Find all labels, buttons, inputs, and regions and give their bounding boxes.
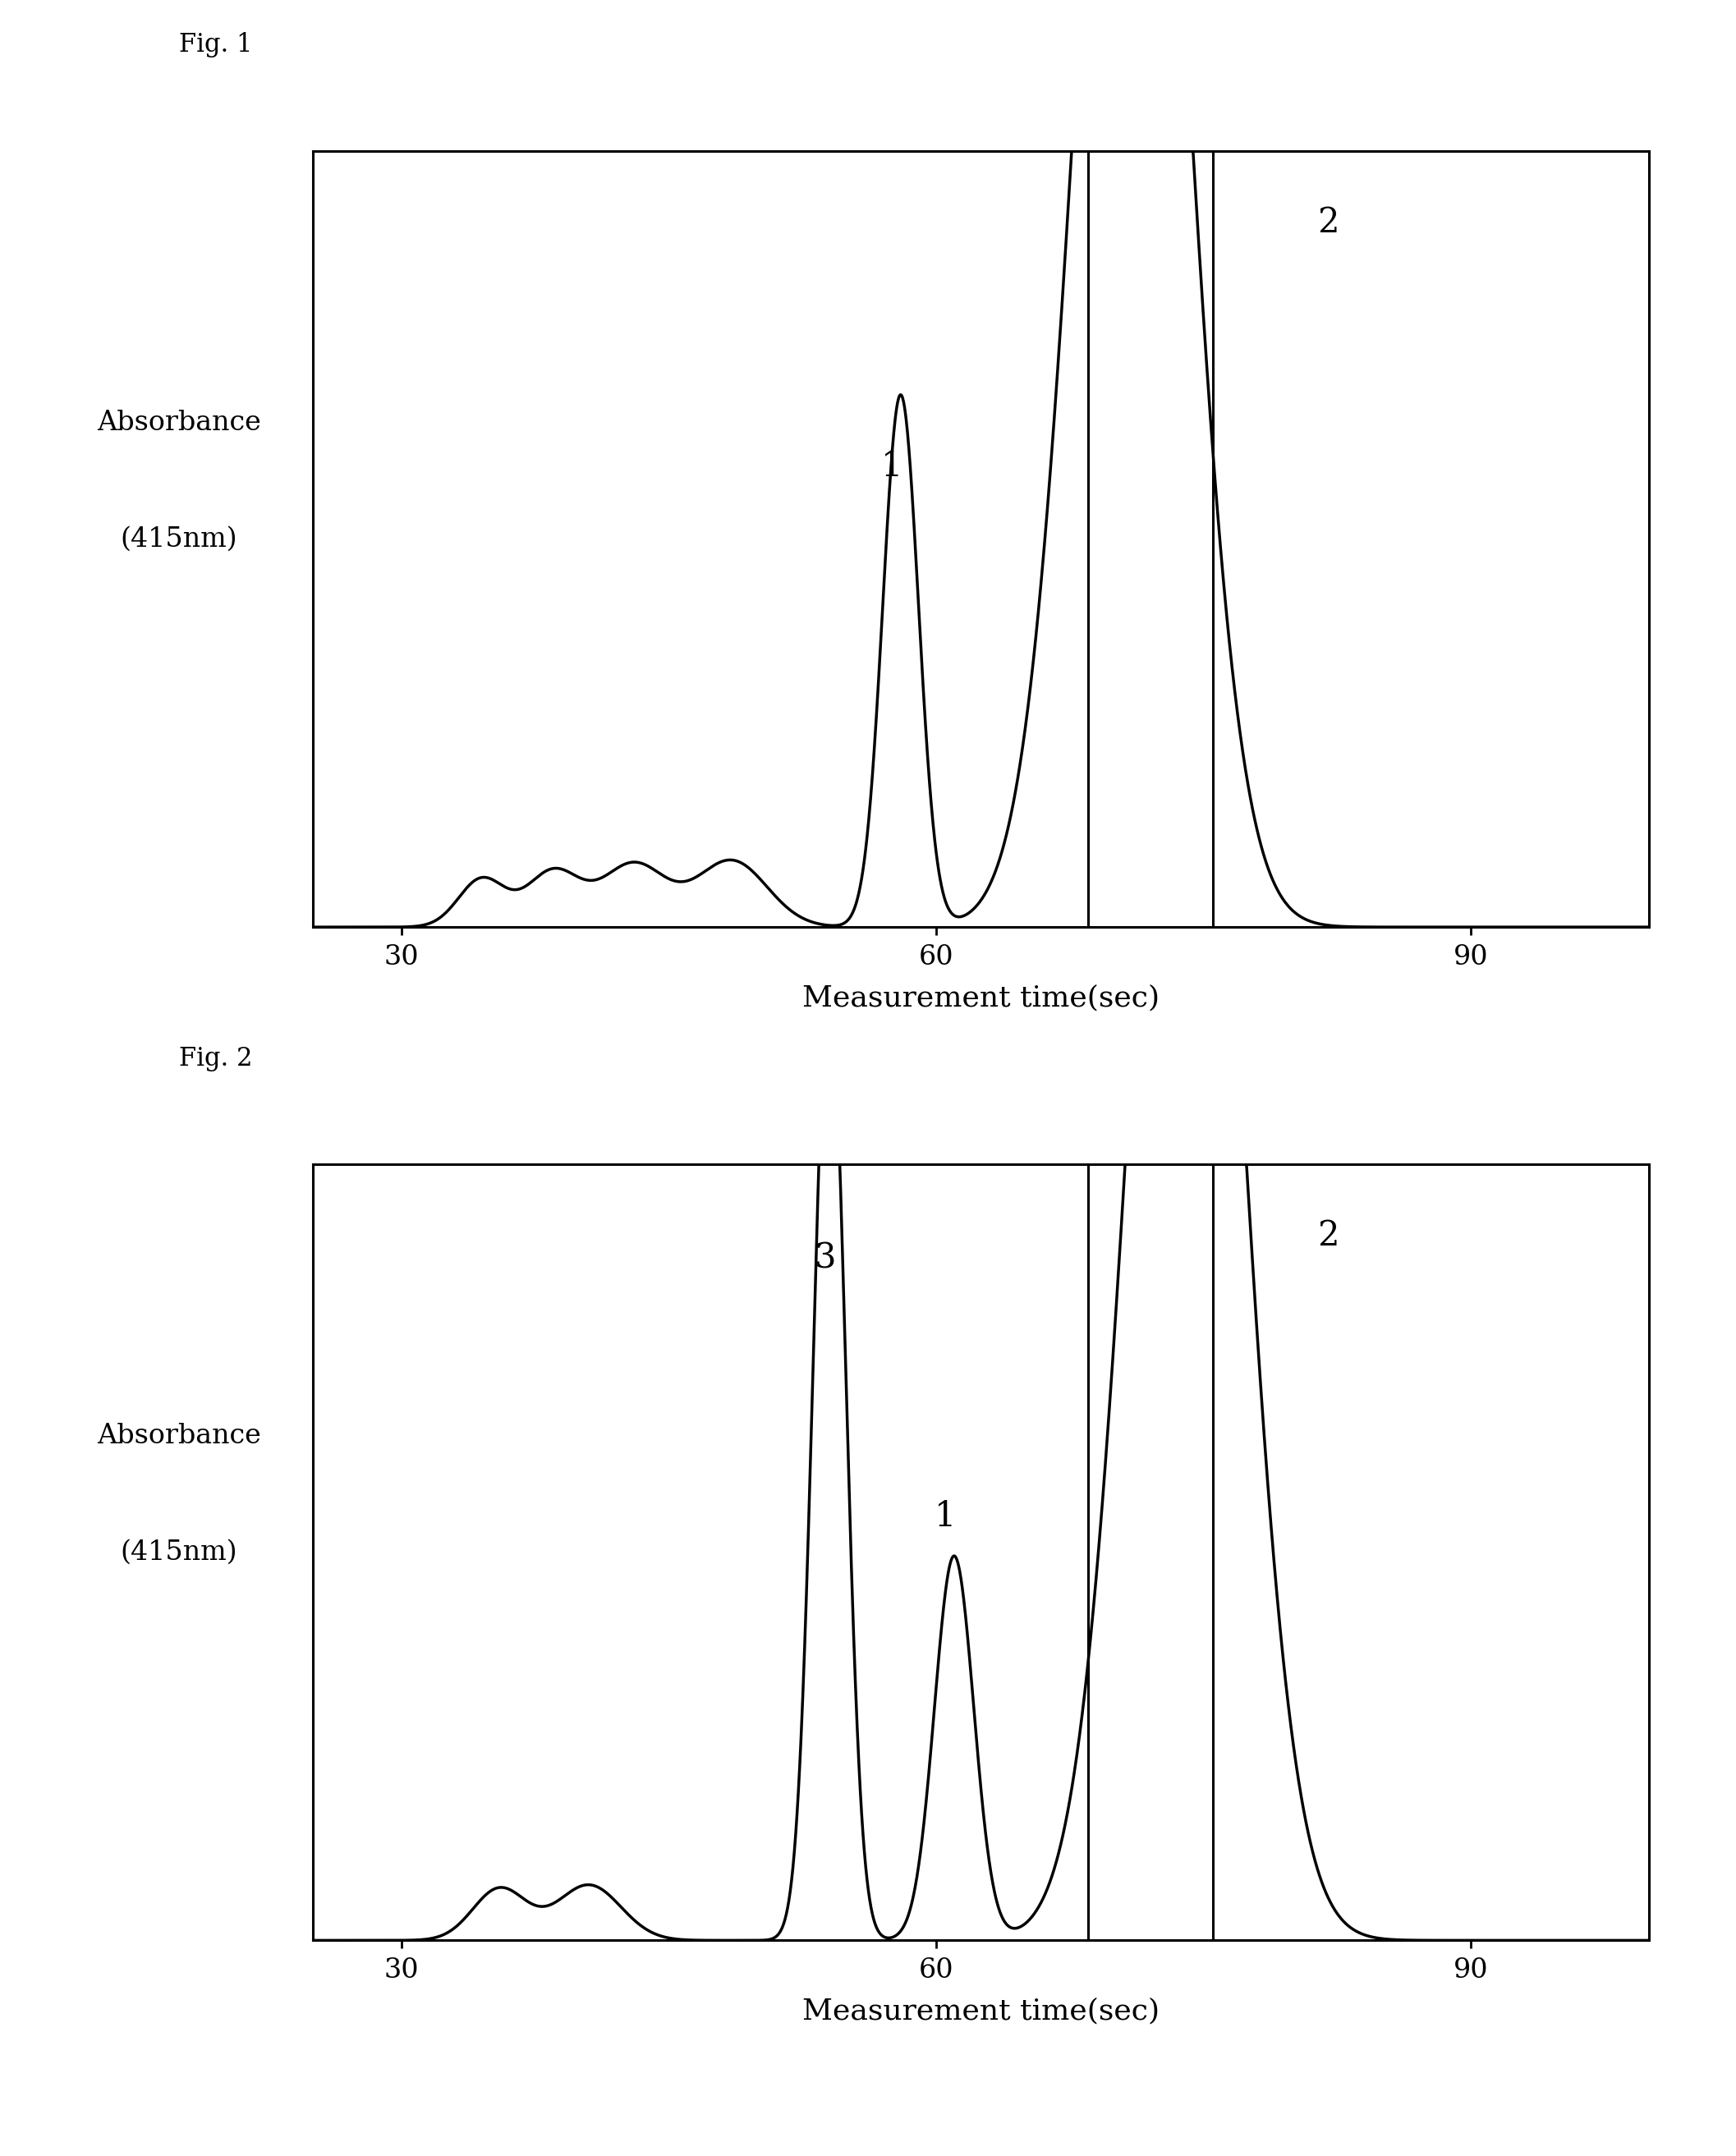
Text: Absorbance: Absorbance [97, 410, 260, 436]
Text: 3: 3 [814, 1240, 837, 1274]
Text: 2: 2 [1318, 205, 1338, 239]
Text: Fig. 1: Fig. 1 [179, 32, 252, 58]
Text: 2: 2 [1318, 1218, 1338, 1253]
Text: 1: 1 [880, 448, 903, 483]
Text: Absorbance: Absorbance [97, 1423, 260, 1449]
Text: 1: 1 [934, 1498, 957, 1533]
Text: (415nm): (415nm) [120, 526, 238, 552]
Text: Fig. 2: Fig. 2 [179, 1046, 252, 1072]
X-axis label: Measurement time(sec): Measurement time(sec) [802, 983, 1160, 1011]
X-axis label: Measurement time(sec): Measurement time(sec) [802, 1996, 1160, 2024]
Text: (415nm): (415nm) [120, 1539, 238, 1565]
